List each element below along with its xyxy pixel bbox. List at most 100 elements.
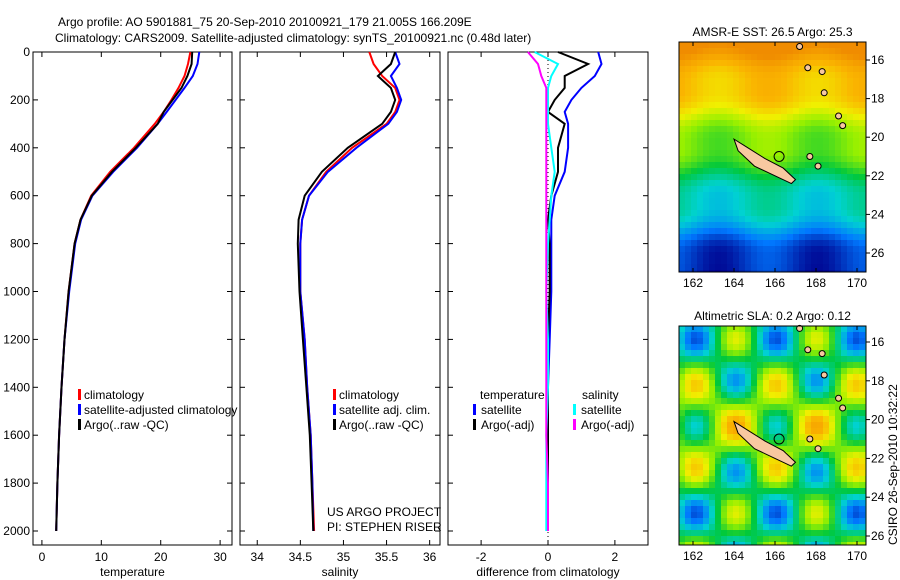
map-cell [745,398,751,404]
map-cell [703,252,709,258]
map-cell [691,192,697,198]
island [796,324,804,332]
map-cell [685,518,691,524]
map-cell [781,48,787,54]
map-cell [679,102,685,108]
map-cell [787,246,793,252]
map-cell [697,78,703,84]
map-cell [709,54,715,60]
map-cell [751,542,757,545]
map-cell [709,344,715,350]
map-cell [835,536,841,542]
legend-label: climatology [339,388,399,402]
map-cell [679,198,685,204]
island-new-caledonia [733,137,797,185]
map-cell [841,380,847,386]
map-cell [775,258,781,264]
map-cell [811,416,817,422]
map-cell [847,482,853,488]
map-cell [787,72,793,78]
map-cell [853,162,859,168]
map-cell [847,192,853,198]
map-cell [751,204,757,210]
map-cell [847,458,853,464]
map-cell [697,452,703,458]
map-cell [757,72,763,78]
panels: 0 10 20 30temperature0200400600800100012001… [3,25,884,579]
map-cell [691,162,697,168]
map-cell [859,192,865,198]
map-cell [691,42,697,48]
map-cell [781,66,787,72]
map-cell [787,84,793,90]
map-cell [709,210,715,216]
map-cell [805,132,811,138]
map-cell [727,72,733,78]
map-cell [793,156,799,162]
map-cell [757,344,763,350]
map-cell [793,264,799,270]
map-cell [787,138,793,144]
map-cell [817,60,823,66]
map-cell [799,240,805,246]
map-cell [817,120,823,126]
map-cell [745,120,751,126]
map-cell [715,216,721,222]
map-cell [829,54,835,60]
map-cell [817,42,823,48]
map-cell [805,210,811,216]
map-cell [757,542,763,545]
map-cell [715,380,721,386]
map-cell [703,84,709,90]
map-cell [829,398,835,404]
map-cell [739,398,745,404]
map-cell [721,72,727,78]
map-cell [811,96,817,102]
map-cell [853,524,859,530]
map-cell [751,500,757,506]
y-tick-label: 0 [23,45,30,59]
map-cell [763,48,769,54]
map-cell [787,470,793,476]
map-cell [715,326,721,332]
map-cell [811,180,817,186]
map-cell [847,470,853,476]
map-cell [805,192,811,198]
map-cell [697,410,703,416]
map-cell [697,54,703,60]
map-cell [799,132,805,138]
map-cell [775,518,781,524]
legend-header: salinity [582,388,619,402]
map-cell [739,368,745,374]
map-cell [823,174,829,180]
map-cell [835,54,841,60]
y-tick-label: 16 [871,335,885,349]
map-cell [745,458,751,464]
map-cell [781,78,787,84]
map-cell [853,350,859,356]
map-cell [727,234,733,240]
map-cell [841,434,847,440]
map-cell [823,156,829,162]
map-cell [679,240,685,246]
map-cell [835,494,841,500]
map-cell [811,162,817,168]
map-cell [757,536,763,542]
map-cell [835,174,841,180]
map-cell [799,440,805,446]
map-cell [715,488,721,494]
map-cell [829,428,835,434]
map-cell [757,332,763,338]
map-cell [703,270,709,272]
map-cell [817,344,823,350]
map-cell [685,270,691,272]
map-cell [811,204,817,210]
map-cell [721,362,727,368]
map-cell [679,42,685,48]
map-cell [823,494,829,500]
map-cell [727,536,733,542]
map-cell [829,162,835,168]
map-cell [733,204,739,210]
map-cell [697,222,703,228]
map-cell [829,252,835,258]
